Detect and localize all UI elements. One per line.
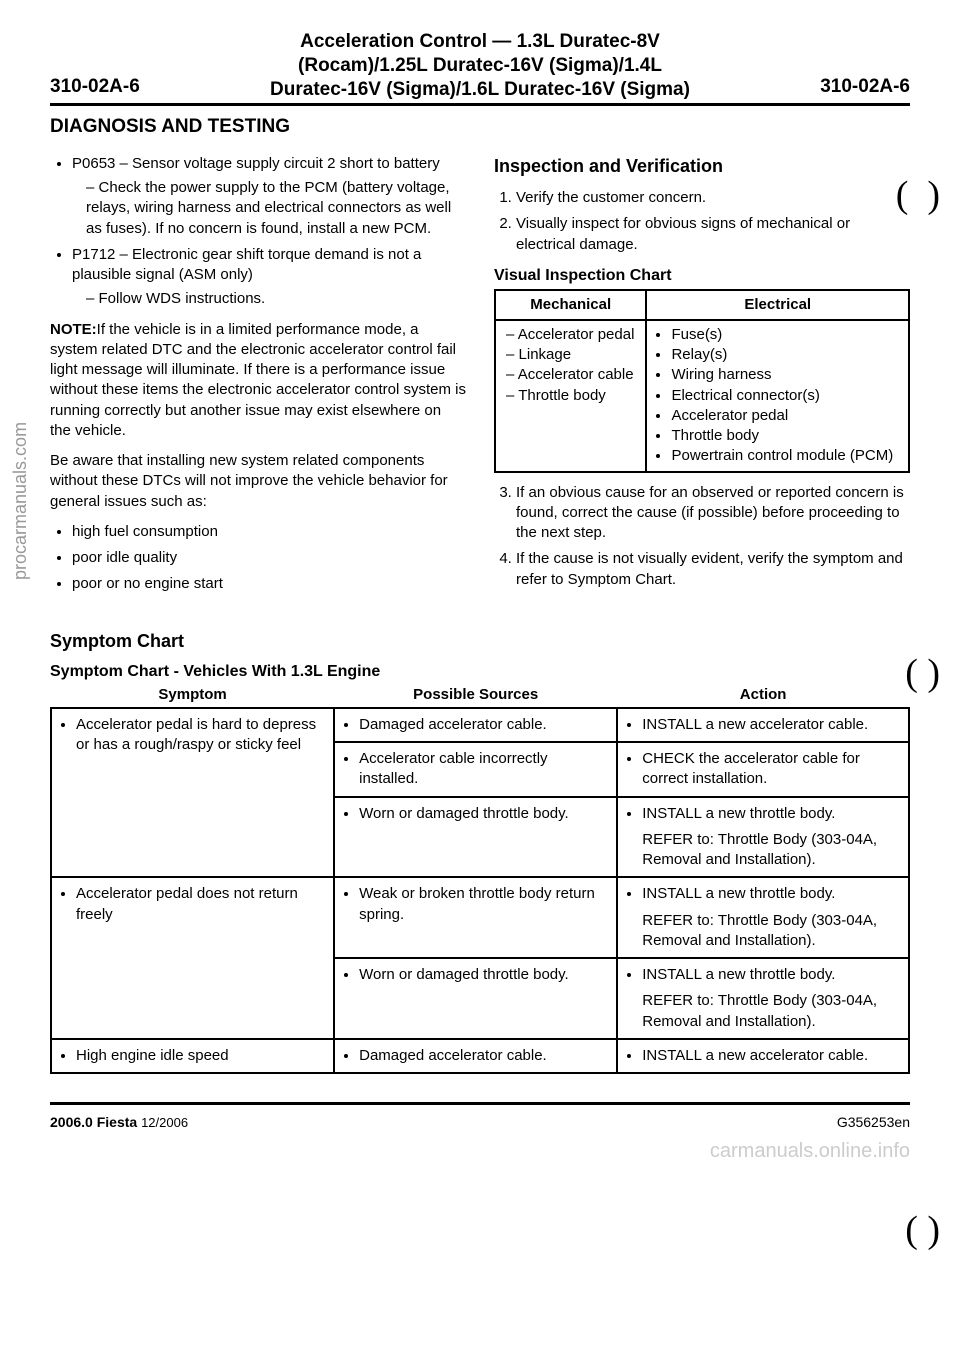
- table-cell-action: INSTALL a new accelerator cable.: [617, 1039, 909, 1073]
- paren-decoration: ( ): [896, 170, 940, 221]
- table-cell-symptom: Accelerator pedal does not return freely: [51, 877, 334, 1039]
- table-header: Action: [617, 683, 909, 708]
- visual-inspection-table: Mechanical Electrical Accelerator pedal …: [494, 289, 910, 473]
- note-body: If the vehicle is in a limited performan…: [50, 321, 466, 439]
- table-header: Symptom: [51, 683, 334, 708]
- table-cell-source: Damaged accelerator cable.: [334, 708, 617, 742]
- step-item: Visually inspect for obvious signs of me…: [516, 214, 910, 255]
- aware-paragraph: Be aware that installing new system rela…: [50, 451, 466, 512]
- header-line: Acceleration Control — 1.3L Duratec-8V: [300, 31, 660, 52]
- page-header: 310-02A-6 Acceleration Control — 1.3L Du…: [50, 30, 910, 106]
- step-item: Verify the customer concern.: [516, 188, 910, 208]
- footer-model: 2006.0 Fiesta: [50, 1114, 137, 1130]
- issue-item: high fuel consumption: [72, 522, 466, 542]
- list-item: Fuse(s): [671, 325, 902, 345]
- header-line: (Rocam)/1.25L Duratec-16V (Sigma)/1.4L: [298, 55, 662, 76]
- header-line: Duratec-16V (Sigma)/1.6L Duratec-16V (Si…: [270, 79, 690, 100]
- dtc-title: P0653 – Sensor voltage supply circuit 2 …: [72, 155, 440, 172]
- table-cell-source: Damaged accelerator cable.: [334, 1039, 617, 1073]
- bottom-watermark: carmanuals.online.info: [50, 1138, 910, 1165]
- list-item: Powertrain control module (PCM): [671, 446, 902, 466]
- list-item: Wiring harness: [671, 365, 902, 385]
- dtc-sub: Follow WDS instructions.: [86, 289, 466, 309]
- inspection-heading: Inspection and Verification: [494, 154, 910, 178]
- issue-item: poor idle quality: [72, 548, 466, 568]
- list-item: Throttle body: [671, 426, 902, 446]
- note-label: NOTE:: [50, 321, 97, 338]
- note-paragraph: NOTE:If the vehicle is in a limited perf…: [50, 320, 466, 442]
- vertical-watermark: procarmanuals.com: [8, 422, 32, 580]
- dtc-title: P1712 – Electronic gear shift torque dem…: [72, 246, 421, 283]
- dtc-sub: Check the power supply to the PCM (batte…: [86, 178, 466, 239]
- footer-right: G356253en: [837, 1113, 910, 1132]
- header-right-code: 310-02A-6: [820, 74, 910, 102]
- table-header: Electrical: [646, 290, 909, 320]
- visual-inspection-title: Visual Inspection Chart: [494, 265, 910, 287]
- page-footer: 2006.0 Fiesta 12/2006 G356253en: [50, 1102, 910, 1132]
- footer-year: 12/2006: [141, 1115, 188, 1130]
- symptom-chart-subtitle: Symptom Chart - Vehicles With 1.3L Engin…: [50, 661, 910, 683]
- table-cell-action: CHECK the accelerator cable for correct …: [617, 742, 909, 797]
- table-cell-source: Worn or damaged throttle body.: [334, 797, 617, 878]
- paren-decoration: ( ): [905, 648, 940, 699]
- right-column: Inspection and Verification Verify the c…: [494, 154, 910, 605]
- step-item: If the cause is not visually evident, ve…: [516, 549, 910, 590]
- symptom-chart-title: Symptom Chart: [50, 629, 910, 653]
- left-column: P0653 – Sensor voltage supply circuit 2 …: [50, 154, 466, 605]
- symptom-chart-table: Symptom Possible Sources Action Accelera…: [50, 683, 910, 1075]
- list-item: Relay(s): [671, 345, 902, 365]
- table-cell-source: Worn or damaged throttle body.: [334, 958, 617, 1039]
- table-cell-action: INSTALL a new throttle body.REFER to: Th…: [617, 958, 909, 1039]
- diagnosis-title: DIAGNOSIS AND TESTING: [50, 114, 910, 140]
- table-cell-action: INSTALL a new accelerator cable.: [617, 708, 909, 742]
- table-cell-source: Accelerator cable incorrectly installed.: [334, 742, 617, 797]
- table-header: Mechanical: [495, 290, 646, 320]
- list-item: Throttle body: [506, 386, 639, 406]
- table-cell: Fuse(s) Relay(s) Wiring harness Electric…: [646, 320, 909, 472]
- list-item: Accelerator pedal: [671, 406, 902, 426]
- table-cell-symptom: Accelerator pedal is hard to depress or …: [51, 708, 334, 878]
- step-item: If an obvious cause for an observed or r…: [516, 483, 910, 544]
- issue-item: poor or no engine start: [72, 574, 466, 594]
- list-item: Accelerator pedal: [506, 325, 639, 345]
- table-cell-symptom: High engine idle speed: [51, 1039, 334, 1073]
- list-item: Accelerator cable: [506, 365, 639, 385]
- footer-left: 2006.0 Fiesta 12/2006: [50, 1113, 188, 1132]
- header-left-code: 310-02A-6: [50, 74, 140, 102]
- dtc-item: P1712 – Electronic gear shift torque dem…: [72, 245, 466, 310]
- table-header: Possible Sources: [334, 683, 617, 708]
- paren-decoration: ( ): [905, 1205, 940, 1256]
- list-item: Linkage: [506, 345, 639, 365]
- table-cell: Accelerator pedal Linkage Accelerator ca…: [495, 320, 646, 472]
- table-cell-action: INSTALL a new throttle body.REFER to: Th…: [617, 877, 909, 958]
- table-cell-source: Weak or broken throttle body return spri…: [334, 877, 617, 958]
- table-cell-action: INSTALL a new throttle body.REFER to: Th…: [617, 797, 909, 878]
- header-title: Acceleration Control — 1.3L Duratec-8V (…: [140, 30, 820, 101]
- list-item: Electrical connector(s): [671, 386, 902, 406]
- dtc-item: P0653 – Sensor voltage supply circuit 2 …: [72, 154, 466, 239]
